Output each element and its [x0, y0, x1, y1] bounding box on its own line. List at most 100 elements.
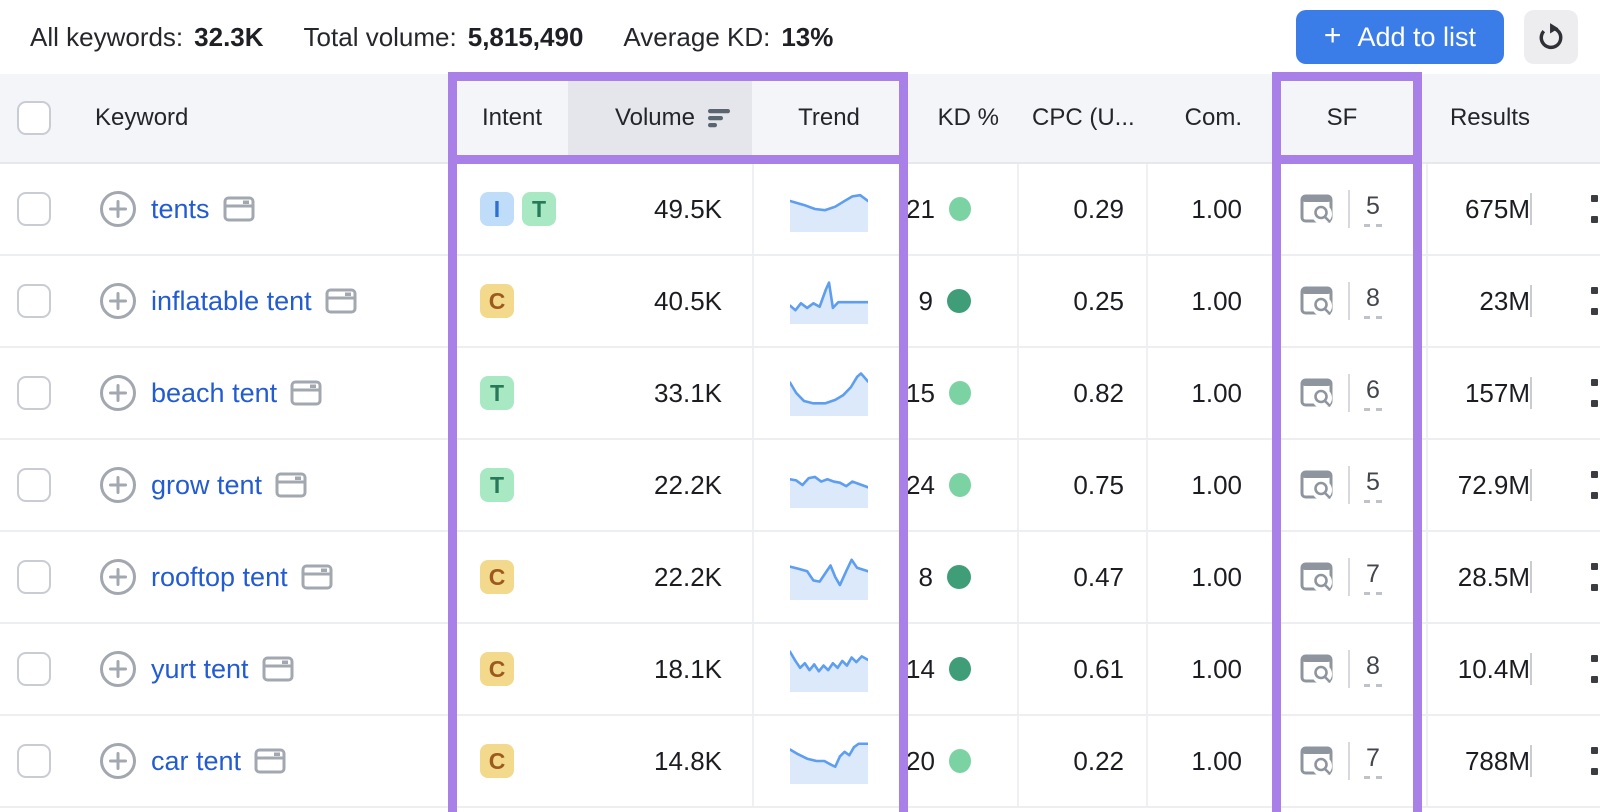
volume-value: 18.1K: [654, 653, 722, 684]
keyword-cell: tents: [68, 164, 456, 254]
intent-badge-transactional[interactable]: T: [480, 468, 514, 502]
row-checkbox[interactable]: [17, 192, 51, 226]
com-cell: 1.00: [1146, 624, 1258, 714]
serp-preview-icon[interactable]: [254, 746, 286, 776]
sf-count[interactable]: 8: [1364, 652, 1382, 687]
serp-features-icon[interactable]: [1300, 469, 1334, 501]
add-keyword-circle-plus-icon[interactable]: [98, 281, 138, 321]
refresh-button[interactable]: [1524, 10, 1578, 64]
column-label: Trend: [798, 104, 860, 131]
row-checkbox[interactable]: [17, 652, 51, 686]
stat-label: Total volume:: [303, 21, 457, 52]
column-header-keyword[interactable]: Keyword: [68, 74, 456, 162]
column-header-trend[interactable]: Trend: [752, 74, 906, 162]
keyword-cell: rooftop tent: [68, 532, 456, 622]
keyword-link[interactable]: beach tent: [151, 377, 278, 408]
trend-cell: [752, 624, 906, 714]
clipped-next-column-fragment: [1591, 652, 1598, 686]
trend-cell: [752, 716, 906, 806]
add-to-list-button[interactable]: + Add to list: [1295, 10, 1504, 64]
volume-value: 22.2K: [654, 469, 722, 500]
clipped-next-column-fragment: [1591, 560, 1598, 594]
stat-label: All keywords:: [30, 21, 184, 52]
serp-preview-icon[interactable]: [262, 654, 294, 684]
sf-count[interactable]: 7: [1364, 744, 1382, 779]
clipped-next-column-fragment: [1591, 468, 1598, 502]
serp-features-icon[interactable]: [1300, 377, 1334, 409]
serp-preview-icon[interactable]: [223, 194, 255, 224]
column-header-volume-sorted[interactable]: Volume: [568, 74, 752, 162]
results-cell: 23M: [1426, 256, 1558, 346]
cpc-value: 0.29: [1073, 193, 1124, 224]
serp-features-icon[interactable]: [1300, 745, 1334, 777]
intent-badge-commercial[interactable]: C: [480, 560, 514, 594]
intent-cell: C: [456, 624, 568, 714]
stat-total-volume: Total volume: 5,815,490: [304, 22, 584, 53]
table-header-row: Keyword Intent Volume Trend KD % CPC (U.…: [0, 74, 1600, 164]
row-checkbox[interactable]: [17, 468, 51, 502]
column-label: SF: [1326, 104, 1358, 131]
results-cell: 10.4M: [1426, 624, 1558, 714]
intent-badge-commercial[interactable]: C: [480, 652, 514, 686]
sf-cell: 8: [1258, 624, 1426, 714]
results-value: 10.4M: [1457, 653, 1530, 684]
serp-features-icon[interactable]: [1300, 285, 1334, 317]
table-row: inflatable tent C 40.5K 9 0.25 1.00: [0, 256, 1600, 348]
column-header-sf[interactable]: SF: [1258, 74, 1426, 162]
keyword-link[interactable]: tents: [151, 193, 210, 224]
row-checkbox[interactable]: [17, 284, 51, 318]
kd-cell: 15: [906, 348, 1017, 438]
column-header-kd[interactable]: KD %: [906, 74, 1017, 162]
add-keyword-circle-plus-icon[interactable]: [98, 189, 138, 229]
add-keyword-circle-plus-icon[interactable]: [98, 557, 138, 597]
refresh-icon: [1539, 23, 1563, 50]
sf-count[interactable]: 7: [1364, 560, 1382, 595]
keyword-link[interactable]: rooftop tent: [151, 561, 288, 592]
serp-preview-icon[interactable]: [290, 378, 322, 408]
sf-count[interactable]: 5: [1364, 192, 1382, 227]
keyword-link[interactable]: grow tent: [151, 469, 263, 500]
serp-preview-icon[interactable]: [325, 286, 357, 316]
cpc-value: 0.61: [1073, 653, 1124, 684]
serp-preview-icon[interactable]: [301, 562, 333, 592]
intent-badge-informational[interactable]: I: [480, 192, 514, 226]
column-resize-tick: [1530, 377, 1532, 409]
column-header-intent[interactable]: Intent: [456, 74, 568, 162]
kd-value: 8: [918, 561, 933, 592]
serp-features-icon[interactable]: [1300, 653, 1334, 685]
add-keyword-circle-plus-icon[interactable]: [98, 741, 138, 781]
column-header-results[interactable]: Results: [1426, 74, 1558, 162]
sf-cell: 7: [1258, 532, 1426, 622]
trend-cell: [752, 440, 906, 530]
serp-features-icon[interactable]: [1300, 561, 1334, 593]
add-keyword-circle-plus-icon[interactable]: [98, 465, 138, 505]
sf-count[interactable]: 6: [1364, 376, 1382, 411]
serp-preview-icon[interactable]: [275, 470, 307, 500]
sf-count[interactable]: 8: [1364, 284, 1382, 319]
intent-badge-commercial[interactable]: C: [480, 744, 514, 778]
select-all-checkbox[interactable]: [17, 101, 51, 135]
clipped-next-column-fragment: [1591, 376, 1598, 410]
row-checkbox[interactable]: [17, 560, 51, 594]
intent-badge-transactional[interactable]: T: [522, 192, 556, 226]
cpc-cell: 0.82: [1017, 348, 1146, 438]
serp-features-icon[interactable]: [1300, 193, 1334, 225]
sf-divider: [1348, 282, 1350, 320]
add-keyword-circle-plus-icon[interactable]: [98, 373, 138, 413]
row-checkbox[interactable]: [17, 744, 51, 778]
table-row: rooftop tent C 22.2K 8 0.47 1.00: [0, 532, 1600, 624]
sf-count[interactable]: 5: [1364, 468, 1382, 503]
column-header-cpc[interactable]: CPC (U...: [1017, 74, 1146, 162]
stat-value: 13%: [781, 21, 834, 52]
row-checkbox[interactable]: [17, 376, 51, 410]
keyword-link[interactable]: yurt tent: [151, 653, 249, 684]
intent-badge-transactional[interactable]: T: [480, 376, 514, 410]
add-keyword-circle-plus-icon[interactable]: [98, 649, 138, 689]
keyword-link[interactable]: car tent: [151, 745, 242, 776]
intent-badge-commercial[interactable]: C: [480, 284, 514, 318]
keyword-link[interactable]: inflatable tent: [151, 285, 312, 316]
results-value: 788M: [1464, 745, 1530, 776]
column-header-com[interactable]: Com.: [1146, 74, 1258, 162]
kd-cell: 20: [906, 716, 1017, 806]
